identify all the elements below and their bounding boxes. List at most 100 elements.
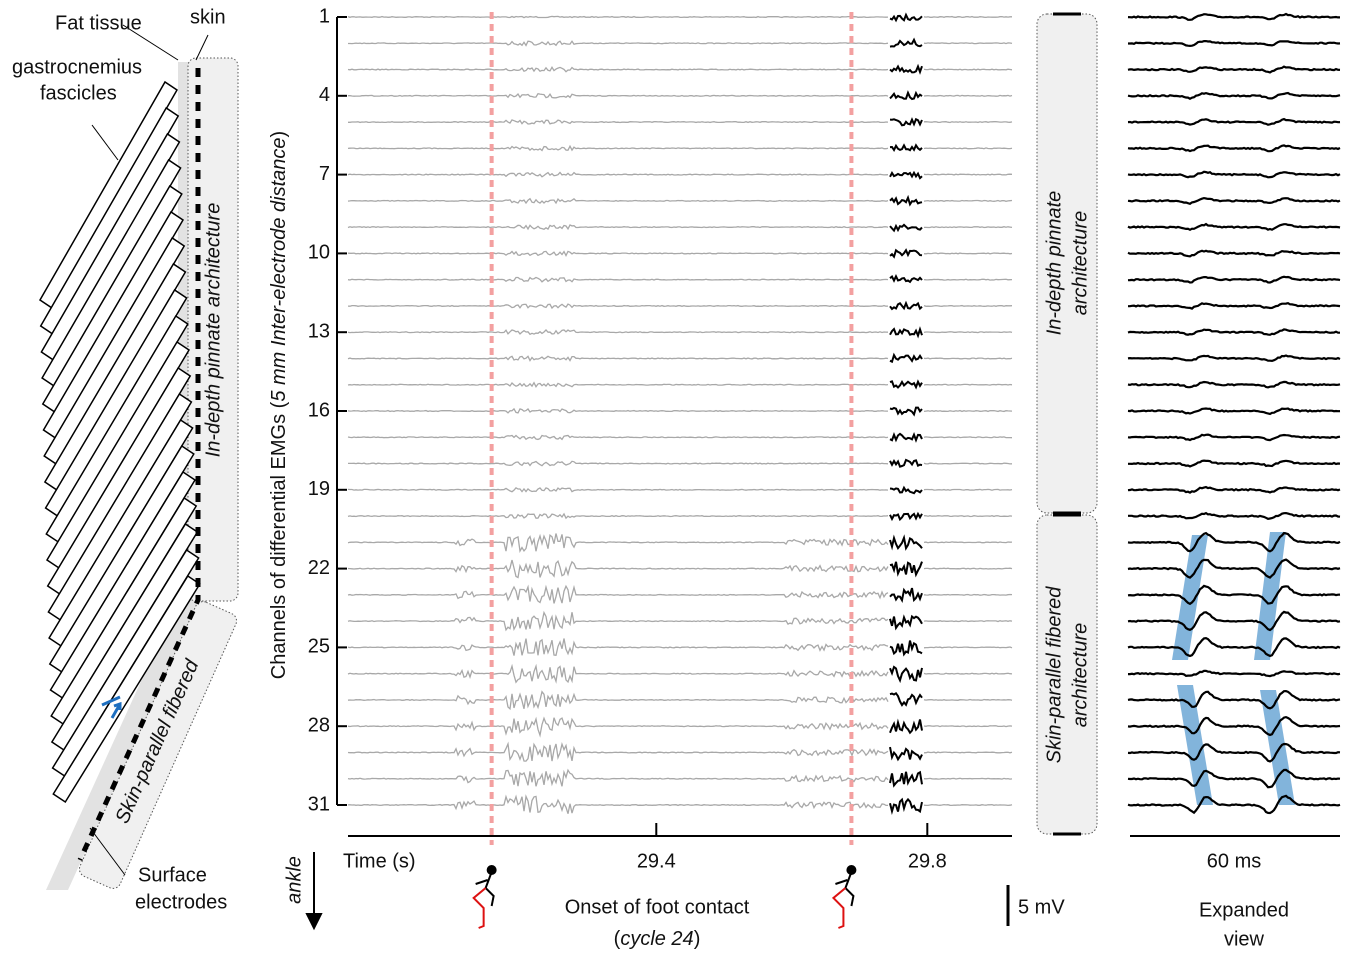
fascicle [45,340,191,570]
emg-trace-selected [889,300,923,311]
region-label: Skin-parallel fibered [1043,586,1065,764]
expanded-trace [1127,354,1341,363]
expanded-trace [1127,196,1341,206]
emg-trace [347,329,1013,336]
runner-body [475,871,495,907]
emg-trace [348,460,1013,467]
runner-head [846,865,857,875]
expanded-trace [1127,584,1341,606]
expanded-trace [1127,65,1341,74]
expanded-label: Expanded [1199,899,1289,921]
fascicle [41,158,182,388]
emg-trace-selected [889,485,923,495]
runner-head [486,865,497,875]
y-tick-label: 10 [308,242,330,264]
pointer [195,34,209,61]
emg-trace [347,355,1013,362]
emg-trace [347,741,1013,762]
expanded-trace [1127,636,1341,658]
fascicle [51,548,200,778]
emg-trace-selected [889,797,923,815]
emg-trace [347,197,1013,205]
emg-trace [347,768,1013,787]
fascicle [45,314,189,544]
highlight-band [1177,685,1213,805]
pointer [91,124,119,161]
emg-trace [347,584,1013,604]
emg-trace-selected [889,12,923,23]
expanded-trace [1127,715,1341,737]
fascicle [40,132,181,362]
region-label: In-depth pinnate [1043,191,1065,336]
expanded-trace [1128,302,1341,310]
annotation-part: ( [614,928,621,950]
emg-trace-selected [889,432,923,443]
region-box [1036,13,1098,514]
y-tick-label: 16 [308,399,330,421]
emg-trace [347,486,1013,493]
fascicle [42,210,185,440]
emg-trace-selected [889,614,923,631]
annotation-part: ) [694,928,701,950]
label: In-depth pinnate architecture [202,203,224,458]
highlight-band [1254,532,1286,660]
direction-arrow [305,852,323,931]
expanded-trace [1127,275,1341,284]
expanded-trace [1128,40,1341,48]
emg-trace-selected [889,143,923,153]
scale-bar-label: 5 mV [1018,896,1065,918]
pointer [122,24,179,61]
fascicle [41,184,183,414]
expanded-scale: 60 ms [1207,850,1261,872]
emg-trace-selected [889,379,923,390]
emg-trace-selected [889,223,923,233]
emg-trace-selected [889,718,923,735]
label: electrodes [135,891,227,913]
region-box [1036,514,1098,835]
runner-body [835,871,855,907]
annotation: Onset of foot contact [565,896,750,918]
emg-trace-selected [889,640,923,657]
x-axis-title: Time (s) [343,850,416,872]
expanded-trace [1127,380,1341,389]
emg-trace [348,40,1013,47]
emg-trace-selected [889,770,923,788]
y-tick-label: 7 [319,163,330,185]
region-caps [1053,12,1081,836]
expanded-trace [1127,485,1341,494]
runner-leg [831,887,847,929]
emg-trace [347,638,1013,657]
expanded-trace [1127,144,1341,153]
y-tick-label: 22 [308,557,330,579]
y-axis-title: Channels of differential EMGs (5 mm Inte… [268,131,290,679]
emg-trace [347,434,1013,441]
annotation-part: cycle 24 [620,928,693,950]
emg-trace-selected [889,63,923,75]
y-axis-title-part: ) [268,131,290,138]
emg-trace-selected [889,90,923,101]
emg-trace [348,119,1013,125]
expanded-trace [1127,328,1340,336]
fascicle [39,80,178,310]
emg-trace [347,663,1013,684]
emg-trace-selected [889,665,923,684]
expanded-trace [1127,558,1341,579]
fascicle [47,392,193,622]
y-axis-title-part: 5 mm Inter-electrode distance [268,137,290,401]
emg-trace [347,144,1013,152]
expanded-trace [1127,91,1341,100]
emg-trace [347,303,1013,310]
emg-trace-selected [889,587,923,604]
label: Fat tissue [55,12,142,34]
emg-trace-selected [889,691,923,707]
label: gastrocnemius [12,56,142,78]
direction-label: ankle [283,856,305,904]
emg-trace [347,224,1013,231]
region-label: architecture [1069,623,1091,728]
region-label: architecture [1069,211,1091,316]
electrode-array [77,68,201,862]
emg-trace [347,381,1013,388]
emg-trace [347,690,1013,711]
emg-trace-selected [889,458,923,468]
